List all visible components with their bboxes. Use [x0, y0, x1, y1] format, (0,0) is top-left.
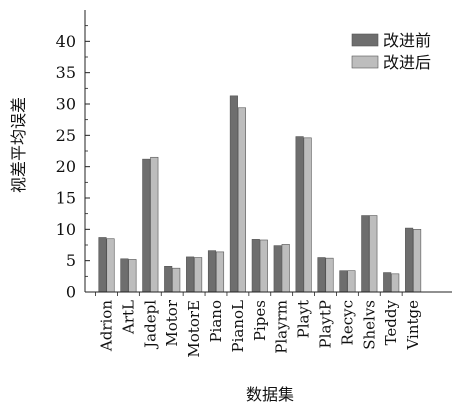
x-category-label-pianol: PianoL	[229, 300, 247, 353]
x-category-label-teddy: Teddy	[382, 299, 400, 345]
x-category-label-pipes: Pipes	[251, 300, 269, 341]
bar-motore-after	[194, 257, 203, 293]
bar-adrion-after	[106, 238, 115, 293]
bar-playt-after	[303, 137, 312, 293]
y-tick-label-0: 0	[66, 283, 76, 302]
x-category-label-adrion: Adrion	[98, 300, 116, 352]
legend-swatch-before	[351, 33, 379, 47]
y-tick-label-35: 35	[56, 63, 76, 82]
legend-label-before: 改进前	[383, 31, 431, 50]
bar-piano-before	[207, 250, 217, 293]
x-category-layer: Adrion ArtL Jadepl Motor MotorE Piano PianoL Pi…	[95, 292, 422, 358]
bar-vintge-after	[413, 229, 422, 293]
bar-jadepl-before	[142, 158, 151, 293]
legend-swatch-after	[351, 55, 379, 69]
y-tick-label-5: 5	[66, 251, 76, 270]
bar-pipes-before	[251, 239, 260, 293]
bar-pianol-before	[229, 95, 238, 293]
bar-playrm-after	[281, 244, 290, 293]
bars-layer	[98, 95, 422, 293]
bar-playrm-before	[273, 245, 282, 293]
y-tick-label-20: 20	[56, 157, 76, 176]
bar-shelvs-before	[361, 215, 370, 293]
y-tick-label-30: 30	[56, 95, 76, 114]
y-tick-label-40: 40	[56, 32, 76, 51]
bar-pianol-after	[237, 107, 246, 293]
x-category-label-artl: ArtL	[119, 300, 137, 335]
bar-piano-after	[215, 251, 225, 293]
bar-playt-before	[295, 136, 304, 293]
x-category-label-motore: MotorE	[185, 300, 203, 358]
bar-motor-before	[164, 266, 173, 293]
bar-pipes-after	[259, 239, 268, 293]
bar-artl-before	[120, 258, 129, 293]
x-category-label-playtp: PlaytP	[317, 300, 335, 348]
legend-label-after: 改进后	[383, 53, 431, 72]
bar-playtp-after	[325, 257, 334, 293]
bar-jadepl-after	[150, 156, 159, 293]
bar-teddy-after	[391, 273, 400, 293]
x-category-label-motor: Motor	[163, 299, 181, 346]
y-tick-label-15: 15	[56, 189, 76, 208]
y-ticks-layer: 0 5 10 15 20 25 30 35 40	[56, 25, 90, 302]
x-category-label-shelvs: Shelvs	[360, 300, 378, 350]
bar-teddy-before	[383, 272, 392, 293]
bar-recyc-after	[347, 270, 356, 293]
x-category-label-recyc: Recyc	[338, 300, 356, 345]
y-tick-label-10: 10	[56, 220, 76, 239]
y-axis-title: 视差平均误差	[9, 97, 28, 193]
bar-vintge-before	[405, 227, 414, 293]
x-category-label-vintge: Vintge	[404, 300, 422, 351]
x-axis-title: 数据集	[246, 385, 294, 404]
x-category-label-playt: Playt	[295, 300, 313, 338]
x-category-label-piano: Piano	[207, 300, 225, 343]
bar-recyc-before	[339, 270, 348, 293]
x-category-label-jadepl: Jadepl	[141, 300, 159, 350]
bar-motore-before	[186, 256, 195, 293]
legend: 改进前 改进后	[351, 31, 431, 72]
bar-playtp-before	[317, 257, 326, 293]
bar-motor-after	[172, 267, 181, 293]
x-category-label-playrm: Playrm	[273, 300, 291, 354]
bar-artl-after	[128, 259, 137, 293]
bar-shelvs-after	[369, 215, 378, 293]
y-tick-label-25: 25	[56, 126, 76, 145]
bar-adrion-before	[98, 237, 107, 293]
